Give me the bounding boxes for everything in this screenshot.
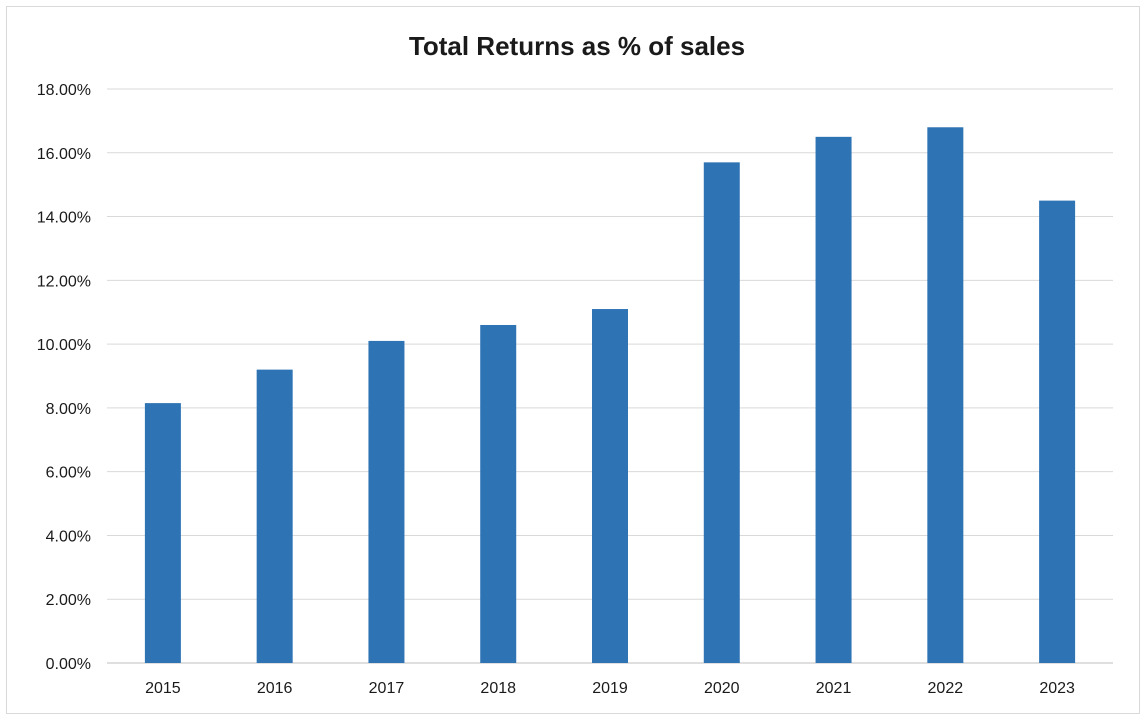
bar-2018 [480, 324, 517, 663]
y-axis-tick-labels: 0.00% 2.00% 4.00% 6.00% 8.00% 10.00% 12.00% 14.… [37, 82, 91, 673]
x-tick-label: 2018 [480, 680, 516, 697]
bar-2020 [703, 162, 740, 663]
y-tick-label: 4.00% [46, 528, 91, 545]
bar-2016 [256, 369, 293, 663]
y-tick-label: 8.00% [46, 401, 91, 418]
bar-2019 [592, 309, 628, 663]
bar-2022 [927, 127, 964, 664]
y-tick-label: 6.00% [46, 465, 91, 482]
chart-title: Total Returns as % of sales [409, 31, 745, 61]
x-tick-label: 2023 [1039, 680, 1075, 697]
x-tick-label: 2016 [257, 680, 293, 697]
y-tick-label: 18.00% [37, 82, 91, 99]
bar-2015 [144, 403, 181, 663]
y-tick-label: 12.00% [37, 273, 91, 290]
bar-2023 [1039, 200, 1076, 663]
bars [144, 127, 1076, 664]
x-tick-label: 2022 [928, 680, 964, 697]
bar-2021 [815, 136, 852, 664]
y-tick-label: 0.00% [46, 656, 91, 673]
x-tick-label: 2021 [816, 680, 852, 697]
y-tick-label: 10.00% [37, 337, 91, 354]
y-tick-label: 2.00% [46, 592, 91, 609]
x-tick-label: 2015 [145, 680, 181, 697]
y-tick-label: 16.00% [37, 146, 91, 163]
x-axis-tick-labels: 2015 2016 2017 2018 2019 2020 2021 2022 2023 [145, 680, 1075, 697]
y-tick-label: 14.00% [37, 210, 91, 227]
bar-2017 [368, 340, 405, 663]
x-tick-label: 2019 [592, 680, 628, 697]
x-tick-label: 2020 [704, 680, 740, 697]
x-tick-label: 2017 [369, 680, 405, 697]
